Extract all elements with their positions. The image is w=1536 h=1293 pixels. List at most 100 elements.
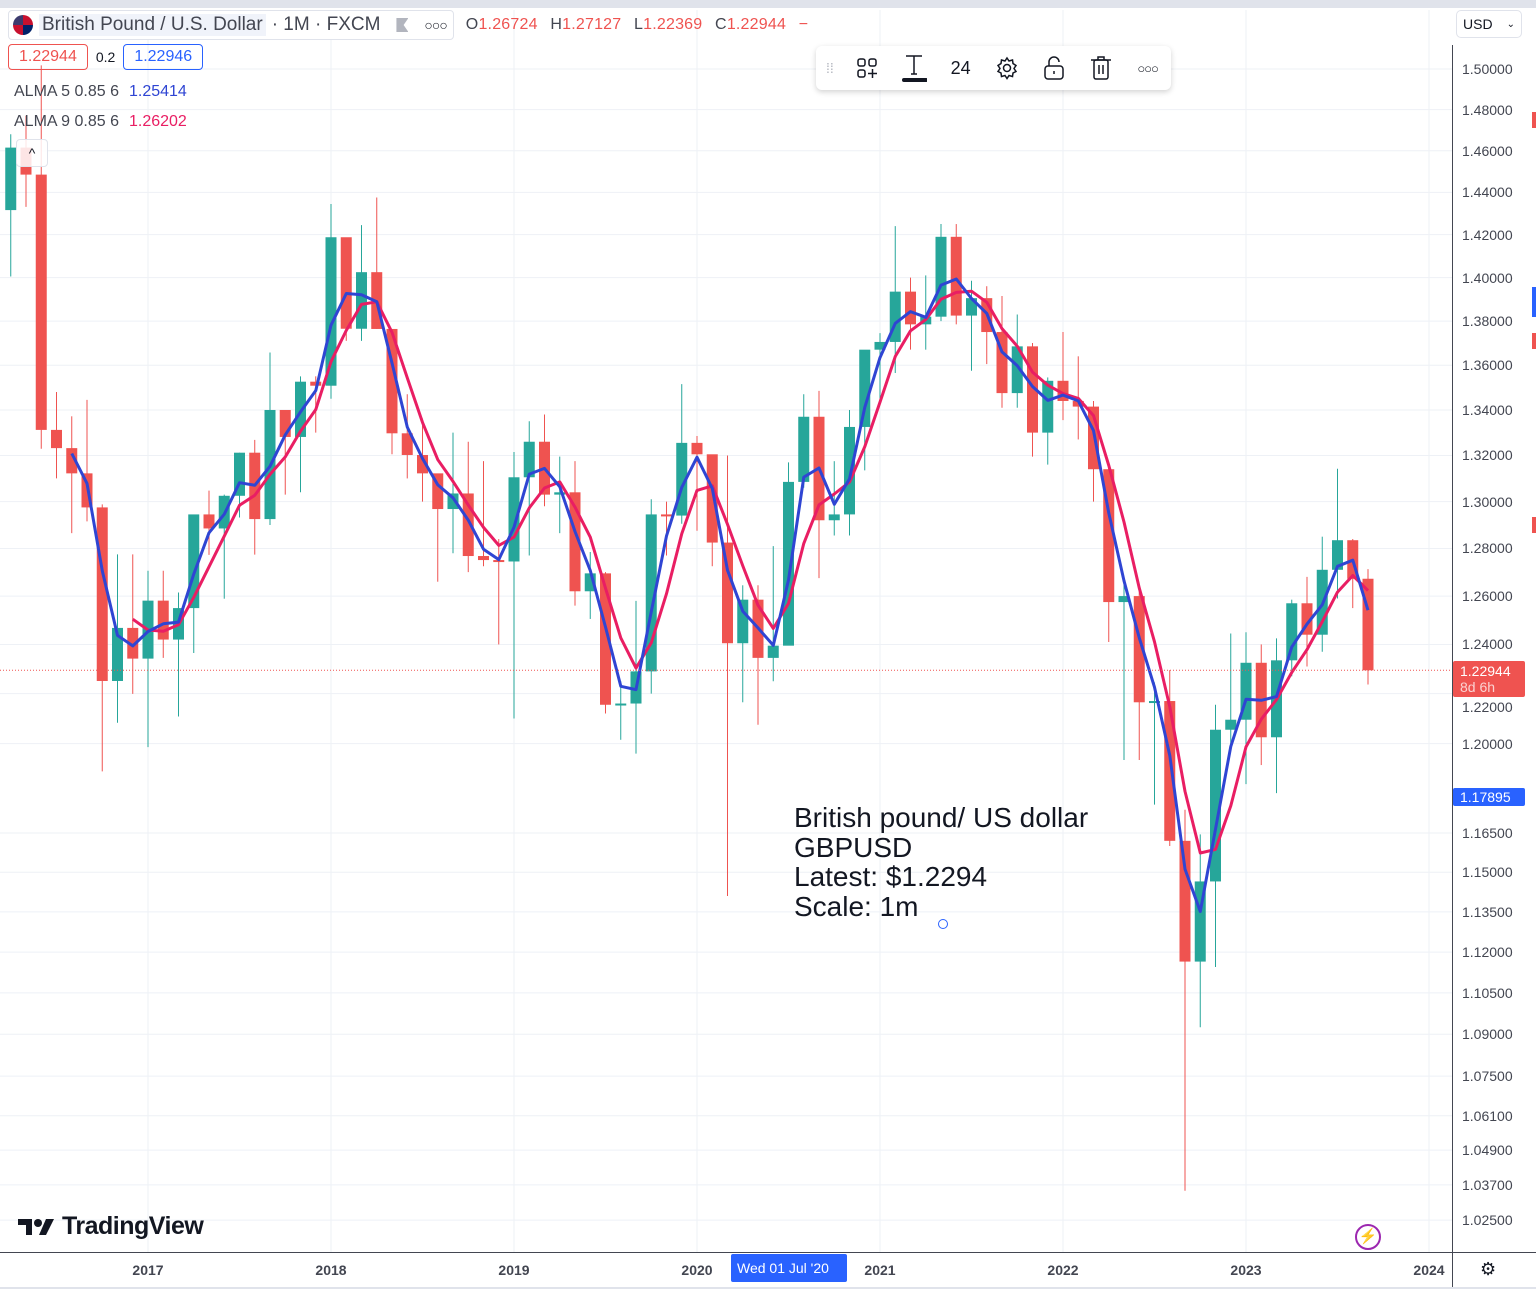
symbol-title: British Pound / U.S. Dollar bbox=[39, 14, 266, 36]
candle-body bbox=[600, 573, 611, 705]
add-template-icon[interactable] bbox=[844, 46, 891, 90]
candle-body bbox=[1118, 596, 1130, 603]
candle-body bbox=[1042, 380, 1054, 433]
indicator-label: ALMA 5 0.85 6 bbox=[14, 83, 119, 100]
candle-body bbox=[310, 381, 322, 386]
unlock-icon[interactable] bbox=[1031, 46, 1078, 90]
lightning-icon[interactable]: ⚡ bbox=[1355, 1224, 1381, 1250]
candle-body bbox=[432, 473, 444, 510]
candle-body bbox=[1194, 881, 1206, 962]
open-label: O bbox=[465, 16, 479, 33]
candle-body bbox=[96, 507, 108, 681]
candle-body bbox=[386, 328, 398, 434]
edge-marker bbox=[1532, 517, 1536, 533]
price-tick-label: 1.34000 bbox=[1462, 401, 1513, 418]
sell-button[interactable]: 1.22944 bbox=[8, 44, 88, 70]
candle-body bbox=[1057, 380, 1069, 401]
time-tick-label: 2018 bbox=[315, 1262, 347, 1278]
price-tick-label: 1.40000 bbox=[1462, 269, 1513, 286]
candle-body bbox=[691, 442, 703, 455]
text-color-button[interactable] bbox=[891, 46, 938, 90]
candle-body bbox=[859, 349, 871, 427]
candle-body bbox=[996, 332, 1008, 394]
high-label: H bbox=[550, 16, 563, 33]
annotation-line: British pound/ US dollar bbox=[794, 802, 1089, 833]
flag-icon[interactable] bbox=[396, 18, 409, 32]
candle-body bbox=[5, 147, 17, 211]
candle-body bbox=[1027, 346, 1038, 433]
crosshair-price-tag: 1.17895 bbox=[1453, 788, 1525, 806]
price-tick-label: 1.06100 bbox=[1462, 1107, 1513, 1124]
time-tick-label: 2023 bbox=[1230, 1262, 1262, 1278]
edge-marker bbox=[1532, 112, 1536, 128]
interval-exchange: · 1M · FXCM bbox=[271, 14, 381, 35]
candle-body bbox=[1362, 578, 1374, 671]
time-tick-label: 2024 bbox=[1413, 1262, 1445, 1278]
indicator-value: 1.26202 bbox=[128, 113, 187, 130]
price-tick-label: 1.44000 bbox=[1462, 184, 1513, 201]
indicator-value: 1.25414 bbox=[128, 83, 187, 100]
tradingview-logo[interactable]: TradingView bbox=[18, 1212, 204, 1241]
crosshair-date-tag: Wed 01 Jul '20 bbox=[731, 1254, 847, 1282]
symbol-button[interactable]: British Pound / U.S. Dollar · 1M · FXCM … bbox=[8, 10, 454, 40]
candle-body bbox=[478, 556, 489, 561]
candle-body bbox=[584, 573, 596, 592]
price-tick-label: 1.26000 bbox=[1462, 588, 1513, 605]
annotation-line: Scale: 1m bbox=[794, 890, 919, 922]
chevron-down-icon: ⌄ bbox=[1506, 18, 1515, 30]
price-tick-label: 1.03700 bbox=[1462, 1176, 1513, 1193]
alma-5-line bbox=[70, 277, 1370, 913]
time-tick-label: 2022 bbox=[1047, 1262, 1079, 1278]
price-tick-label: 1.09000 bbox=[1462, 1026, 1513, 1043]
candle-body bbox=[828, 514, 840, 521]
price-tick-label: 1.24000 bbox=[1462, 636, 1513, 653]
price-tick-label: 1.07500 bbox=[1462, 1068, 1513, 1085]
price-tick-label: 1.46000 bbox=[1462, 142, 1513, 159]
price-tick-label: 1.10500 bbox=[1462, 984, 1513, 1001]
candle-body bbox=[767, 645, 779, 658]
bid-ask-row: 1.22944 0.2 1.22946 bbox=[8, 44, 204, 70]
ohlc-values: O1.26724 H1.27127 L1.22369 C1.22944 − bbox=[466, 16, 816, 34]
more-icon[interactable]: ○○○ bbox=[1137, 60, 1159, 76]
candle-body bbox=[569, 492, 581, 592]
more-icon[interactable]: ○○○ bbox=[424, 17, 447, 33]
candle-body bbox=[783, 481, 794, 646]
candle-body bbox=[554, 492, 566, 495]
text-annotation[interactable]: British pound/ US dollar GBPUSD Latest: $1… bbox=[794, 803, 1088, 921]
bar-countdown: 8d 6h bbox=[1460, 679, 1496, 695]
collapse-legend-button[interactable]: ^ bbox=[16, 139, 48, 167]
indicator-alma-9[interactable]: ALMA 9 0.85 6 1.26202 bbox=[14, 113, 187, 131]
drag-handle-icon[interactable]: ⁞⁞ bbox=[826, 60, 834, 76]
candle-body bbox=[508, 477, 520, 562]
gb-us-flag-icon bbox=[13, 15, 33, 35]
low-value: 1.22369 bbox=[643, 16, 703, 33]
price-tick-label: 1.38000 bbox=[1462, 313, 1513, 330]
font-size-button[interactable]: 24 bbox=[950, 57, 971, 78]
candle-body bbox=[676, 442, 688, 516]
close-label: C bbox=[715, 16, 727, 33]
candle-body bbox=[950, 236, 962, 316]
indicator-alma-5[interactable]: ALMA 5 0.85 6 1.25414 bbox=[14, 83, 187, 101]
annotation-anchor-handle[interactable] bbox=[938, 919, 948, 929]
price-tick-label: 1.20000 bbox=[1462, 735, 1513, 752]
price-tick-label: 1.02500 bbox=[1462, 1212, 1513, 1229]
candle-body bbox=[234, 452, 245, 496]
currency-select[interactable]: USD ⌄ bbox=[1456, 10, 1522, 38]
symbol-legend: British Pound / U.S. Dollar · 1M · FXCM … bbox=[8, 10, 816, 40]
candle-body bbox=[1179, 840, 1191, 962]
time-tick-label: 2017 bbox=[132, 1262, 164, 1278]
buy-button[interactable]: 1.22946 bbox=[123, 44, 204, 70]
candle-body bbox=[1133, 596, 1145, 703]
candle-body bbox=[645, 514, 657, 672]
price-tick-label: 1.50000 bbox=[1462, 61, 1513, 77]
settings-icon[interactable]: ⚙ bbox=[1480, 1259, 1497, 1279]
trash-icon[interactable] bbox=[1078, 46, 1125, 90]
candle-body bbox=[1225, 719, 1237, 730]
candle-body bbox=[1332, 540, 1343, 570]
candle-body bbox=[798, 416, 810, 482]
candle-body bbox=[66, 448, 78, 474]
settings-icon[interactable] bbox=[984, 46, 1031, 90]
time-tick-label: 2019 bbox=[498, 1262, 530, 1278]
